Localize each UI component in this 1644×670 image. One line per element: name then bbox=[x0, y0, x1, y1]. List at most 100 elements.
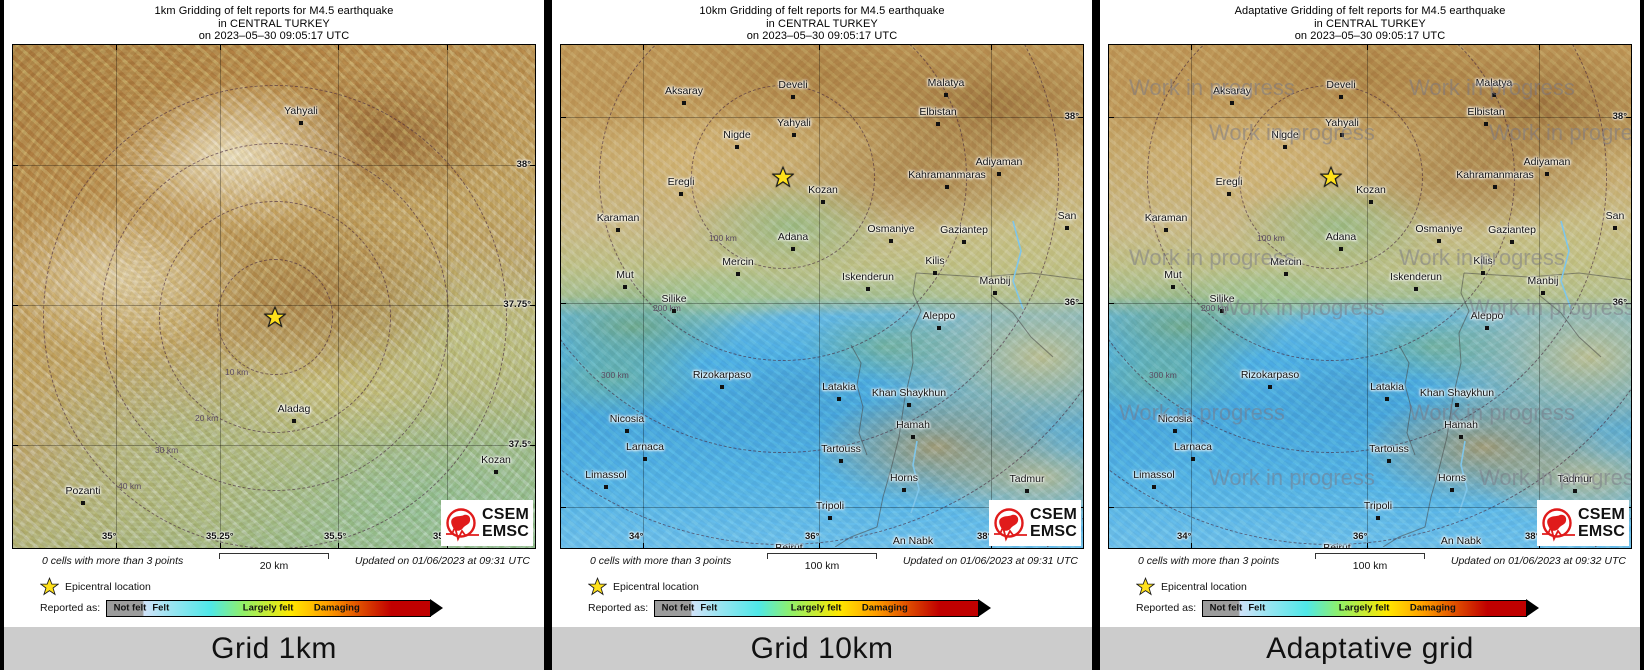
city-name: San bbox=[1605, 210, 1625, 222]
city-dot bbox=[1191, 457, 1195, 461]
city-name: Karaman bbox=[596, 212, 640, 224]
city-name: Eregli bbox=[667, 176, 695, 188]
map-canvas[interactable]: 100 km 200 km 300 km Aksaray Develi Malatya E… bbox=[561, 45, 1083, 548]
tick-right-0 bbox=[1626, 117, 1631, 118]
longitude-label-1: 35.25° bbox=[206, 531, 234, 542]
city-name: Malatya bbox=[1475, 77, 1513, 89]
longitude-label-0: 34° bbox=[629, 531, 644, 542]
map-view[interactable]: 100 km 200 km 300 km Aksaray Develi Malatya E… bbox=[560, 44, 1084, 549]
intensity-colorbar: Not felt Felt Largely felt Damaging bbox=[1202, 599, 1540, 617]
scale-bar: 100 km bbox=[767, 553, 877, 572]
tick-top-0 bbox=[643, 45, 644, 50]
reported-as-label: Reported as: bbox=[1136, 602, 1197, 614]
map-canvas[interactable]: 100 km 200 km 300 km Aksaray Develi Malatya E… bbox=[1109, 45, 1631, 548]
map-view[interactable]: 100 km 200 km 300 km Aksaray Develi Malatya E… bbox=[1108, 44, 1632, 549]
city-name: Latakia bbox=[1370, 381, 1404, 393]
graticule-meridian-0 bbox=[643, 45, 644, 548]
legend-info-row: 0 cells with more than 3 points 100 km U… bbox=[560, 553, 1084, 577]
title-line-2: in CENTRAL TURKEY bbox=[766, 17, 878, 30]
map-canvas[interactable]: 10 km 20 km 30 km 40 km Yahyali Aladag Pozant… bbox=[13, 45, 535, 548]
colorbar-label-0: Not felt bbox=[1209, 602, 1243, 614]
scale-bar-label: 100 km bbox=[804, 560, 840, 572]
city-name: Beirut bbox=[775, 542, 803, 548]
scale-bar-line bbox=[219, 553, 329, 559]
epicentre-legend-label: Epicentral location bbox=[1161, 581, 1247, 593]
emsc-logo: CSEM EMSC bbox=[1536, 500, 1629, 546]
city-dot bbox=[1450, 488, 1454, 492]
colorbar-label-2: Largely felt bbox=[242, 602, 294, 614]
city-name: Nigde bbox=[723, 129, 751, 141]
tick-bottom-0 bbox=[643, 543, 644, 548]
city-name: Develi bbox=[778, 79, 808, 91]
panel-footer: Grid 10km bbox=[552, 627, 1092, 670]
logo-csem: CSEM bbox=[481, 506, 529, 523]
epicentre-legend-label: Epicentral location bbox=[65, 581, 151, 593]
colorbar-track: Not felt Felt Largely felt Damaging bbox=[654, 599, 980, 617]
city-dot bbox=[1164, 228, 1168, 232]
tick-top-1 bbox=[819, 45, 820, 50]
city-dot bbox=[907, 403, 911, 407]
tick-right-1 bbox=[1626, 303, 1631, 304]
reported-as-label: Reported as: bbox=[40, 602, 101, 614]
colorbar-arrow-icon bbox=[978, 599, 992, 617]
logo-emsc: EMSC bbox=[1029, 523, 1077, 540]
city-name: Osmaniye bbox=[867, 223, 915, 235]
globe-icon bbox=[991, 504, 1029, 542]
graticule-parallel-0 bbox=[1109, 117, 1631, 118]
city-dot bbox=[1455, 403, 1459, 407]
city-name: Pozanti bbox=[65, 485, 101, 497]
scale-bar-line bbox=[767, 553, 877, 559]
city-name: Tripoli bbox=[1363, 500, 1393, 512]
city-name: Aleppo bbox=[1470, 310, 1504, 322]
colorbar-label-1: Felt bbox=[152, 602, 170, 614]
city-dot bbox=[735, 145, 739, 149]
tick-top-0 bbox=[1191, 45, 1192, 50]
city-dot bbox=[1152, 485, 1156, 489]
tick-left-0 bbox=[13, 165, 18, 166]
panel-title: 10km Gridding of felt reports for M4.5 e… bbox=[552, 0, 1092, 44]
tick-bottom-1 bbox=[1367, 543, 1368, 548]
updated-timestamp: Updated on 01/06/2023 at 09:31 UTC bbox=[902, 555, 1078, 567]
city-dot bbox=[1545, 172, 1549, 176]
city-name: An Nabk bbox=[892, 535, 934, 547]
city-name: Iskenderun bbox=[842, 271, 894, 283]
title-line-1: Adaptative Gridding of felt reports for … bbox=[1234, 5, 1506, 17]
city-dot bbox=[643, 457, 647, 461]
colorbar-label-2: Largely felt bbox=[790, 602, 842, 614]
graticule-parallel-2 bbox=[1109, 507, 1631, 508]
colorbar-label-1: Felt bbox=[700, 602, 718, 614]
colorbar-label-1: Felt bbox=[1248, 602, 1266, 614]
scale-bar: 20 km bbox=[219, 553, 329, 572]
map-view[interactable]: 10 km 20 km 30 km 40 km Yahyali Aladag Pozant… bbox=[12, 44, 536, 549]
tick-top-0 bbox=[116, 45, 117, 50]
latitude-label-1: 37.75° bbox=[503, 299, 531, 310]
relief-layer bbox=[13, 45, 535, 548]
city-dot bbox=[292, 419, 296, 423]
tick-right-0 bbox=[1078, 117, 1083, 118]
updated-timestamp: Updated on 01/06/2023 at 09:32 UTC bbox=[1450, 555, 1626, 567]
tick-top-2 bbox=[991, 45, 992, 50]
city-name: San bbox=[1057, 210, 1077, 222]
title-line-2: in CENTRAL TURKEY bbox=[1314, 17, 1426, 30]
city-name: Kozan bbox=[808, 184, 838, 196]
city-dot bbox=[720, 385, 724, 389]
city-dot bbox=[1613, 226, 1617, 230]
tick-bottom-0 bbox=[116, 543, 117, 548]
intensity-legend-row: Reported as: Not felt Felt Largely felt Dam… bbox=[560, 597, 1084, 619]
city-dot bbox=[911, 435, 915, 439]
scale-bar-label: 100 km bbox=[1352, 560, 1388, 572]
relief-layer bbox=[1109, 45, 1631, 548]
footer-caption: Adaptative grid bbox=[1266, 632, 1474, 665]
latitude-label-0: 38° bbox=[1612, 111, 1627, 122]
graticule-meridian-2 bbox=[1539, 45, 1540, 548]
epicentre-star-icon bbox=[587, 577, 608, 597]
city-dot bbox=[962, 240, 966, 244]
city-dot bbox=[1339, 95, 1343, 99]
map-legend: 0 cells with more than 3 points 100 km U… bbox=[1108, 549, 1632, 627]
ring-label-3: 40 km bbox=[118, 481, 142, 491]
epicentre-legend-label: Epicentral location bbox=[613, 581, 699, 593]
intensity-colorbar: Not felt Felt Largely felt Damaging bbox=[654, 599, 992, 617]
tick-top-2 bbox=[338, 45, 339, 50]
city-name: Adana bbox=[1325, 231, 1357, 243]
